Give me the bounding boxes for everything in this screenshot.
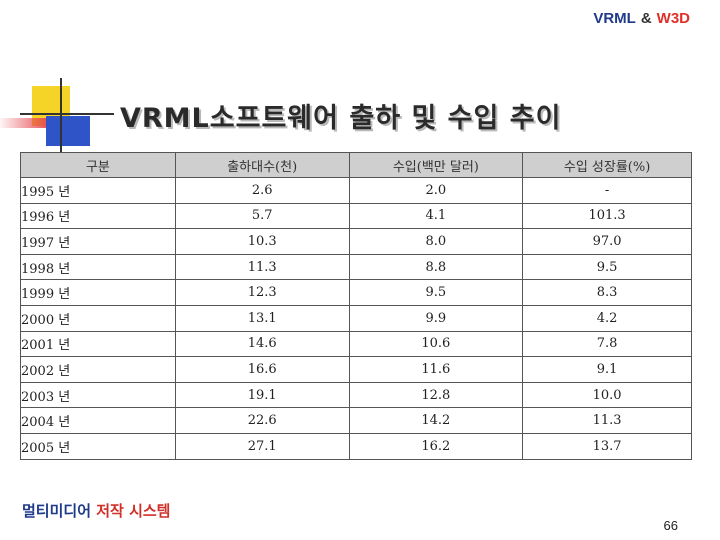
cell-year: 1995 년 — [20, 177, 176, 204]
table-row: 2003 년 19.1 12.8 10.0 — [20, 381, 692, 409]
cell-imports: 4.1 — [348, 202, 524, 230]
cell-shipments: 11.3 — [174, 253, 350, 281]
cell-year: 1999 년 — [20, 279, 176, 306]
cell-growth: 97.0 — [522, 228, 692, 255]
cell-year: 2002 년 — [20, 356, 176, 383]
cell-shipments: 5.7 — [174, 202, 350, 230]
cell-growth: - — [522, 177, 692, 204]
cell-shipments: 16.6 — [174, 356, 350, 383]
cell-shipments: 12.3 — [174, 279, 350, 306]
cell-year: 2000 년 — [20, 304, 176, 332]
cell-growth: 13.7 — [522, 432, 692, 460]
page-number: 66 — [663, 518, 678, 533]
table-row: 2004 년 22.6 14.2 11.3 — [20, 407, 692, 434]
header-ampersand: & — [640, 10, 652, 27]
cell-imports: 10.6 — [348, 330, 524, 358]
cell-shipments: 19.1 — [174, 381, 350, 409]
table-row: 2001 년 14.6 10.6 7.8 — [20, 330, 692, 358]
header-w3d: W3D — [656, 10, 690, 27]
cell-growth: 9.1 — [522, 356, 692, 383]
cell-imports: 2.0 — [348, 177, 524, 204]
cell-imports: 11.6 — [348, 356, 524, 383]
cell-growth: 7.8 — [522, 330, 692, 358]
cell-shipments: 27.1 — [174, 432, 350, 460]
col-header-imports: 수입(백만 달러) — [348, 152, 524, 178]
table-body: 1995 년 2.6 2.0-1996 년 5.7 4.1 101.3 1997 년 10.3… — [20, 177, 692, 460]
col-header-growth: 수입 성장률(%) — [522, 152, 692, 178]
table-row: 1998 년 11.3 8.8 9.5 — [20, 253, 692, 281]
cell-shipments: 22.6 — [174, 407, 350, 434]
cell-growth: 8.3 — [522, 279, 692, 306]
cell-shipments: 10.3 — [174, 228, 350, 255]
cell-growth: 10.0 — [522, 381, 692, 409]
table-row: 1997 년 10.3 8.0 97.0 — [20, 228, 692, 255]
cell-year: 1997 년 — [20, 228, 176, 255]
slide-title: VRML소프트웨어 출하 및 수입 추이 — [120, 103, 562, 134]
decor-red-bar — [0, 118, 46, 128]
header-vrml: VRML — [593, 10, 636, 27]
table-header-row: 구분 출하대수(천) 수입(백만 달러) 수입 성장률(%) — [20, 152, 692, 178]
cell-shipments: 13.1 — [174, 304, 350, 332]
decor-horizontal-line — [20, 113, 114, 115]
data-table: 구분 출하대수(천) 수입(백만 달러) 수입 성장률(%) 1995 년 2.6… — [20, 152, 692, 460]
table-row: 2000 년 13.1 9.9 4.2 — [20, 304, 692, 332]
cell-imports: 14.2 — [348, 407, 524, 434]
table-row: 2002 년 16.6 11.6 9.1 — [20, 356, 692, 383]
col-header-category: 구분 — [20, 152, 176, 178]
cell-imports: 9.9 — [348, 304, 524, 332]
header-title: VRML & W3D — [593, 10, 690, 27]
footer-authoring-system: 저작 시스템 — [96, 502, 171, 520]
cell-imports: 8.0 — [348, 228, 524, 255]
cell-year: 2005 년 — [20, 432, 176, 460]
cell-imports: 12.8 — [348, 381, 524, 409]
table-row: 1995 년 2.6 2.0- — [20, 177, 692, 204]
cell-shipments: 14.6 — [174, 330, 350, 358]
cell-year: 2004 년 — [20, 407, 176, 434]
footer-course-title: 멀티미디어 저작 시스템 — [22, 500, 170, 521]
cell-year: 1998 년 — [20, 253, 176, 281]
cell-year: 2003 년 — [20, 381, 176, 409]
cell-growth: 4.2 — [522, 304, 692, 332]
cell-shipments: 2.6 — [174, 177, 350, 204]
footer-multimedia: 멀티미디어 — [22, 502, 92, 520]
cell-year: 1996 년 — [20, 202, 176, 230]
cell-growth: 101.3 — [522, 202, 692, 230]
cell-growth: 9.5 — [522, 253, 692, 281]
cell-year: 2001 년 — [20, 330, 176, 358]
table-row: 1996 년 5.7 4.1 101.3 — [20, 202, 692, 230]
decor-blue-square — [46, 116, 90, 146]
cell-growth: 11.3 — [522, 407, 692, 434]
cell-imports: 16.2 — [348, 432, 524, 460]
col-header-shipments: 출하대수(천) — [174, 152, 350, 178]
decor-vertical-line — [60, 78, 62, 158]
table-row: 2005 년 27.1 16.2 13.7 — [20, 432, 692, 460]
cell-imports: 8.8 — [348, 253, 524, 281]
cell-imports: 9.5 — [348, 279, 524, 306]
table-row: 1999 년 12.3 9.5 8.3 — [20, 279, 692, 306]
